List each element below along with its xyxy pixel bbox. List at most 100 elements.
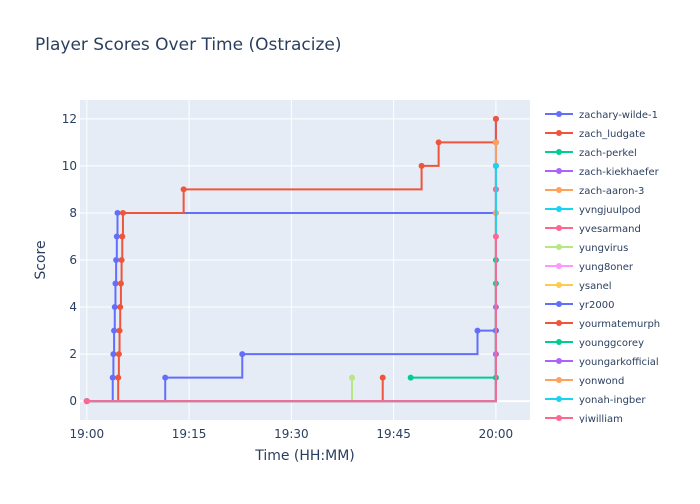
x-axis-label: Time (HH:MM) [254,448,355,464]
legend-label: zach_ludgate [579,129,645,140]
x-tick-label: 19:00 [70,427,105,441]
y-tick-label: 10 [62,159,77,173]
data-point [113,257,120,263]
data-point [117,280,124,287]
legend-marker [556,339,562,345]
legend-label: yr2000 [579,300,614,311]
data-point [407,374,414,381]
data-point [112,280,119,287]
legend-marker [556,377,562,383]
legend-label: yonah-ingber [579,395,646,406]
data-point [492,139,499,146]
legend-marker [556,415,562,421]
series-line [86,236,497,403]
legend-marker [556,111,562,117]
legend-marker [556,282,562,288]
x-tick-label: 19:45 [376,427,411,441]
legend-item[interactable]: yr2000 [545,300,614,311]
legend-label: yourmatemurph [579,319,660,330]
legend-label: zachary-wilde-1 [579,110,658,121]
y-tick-label: 12 [62,112,77,126]
data-point [111,304,118,311]
series-layer [83,115,499,405]
legend-label: yonwond [579,376,624,387]
data-point [117,304,124,311]
data-point [115,351,122,358]
series-yiwilliam [83,233,499,405]
y-tick-label: 6 [69,253,77,267]
legend-label: yvesarmand [579,224,641,235]
legend-label: ysanel [579,281,612,292]
data-point [418,162,425,169]
data-point [111,327,118,334]
legend-label: zach-aaron-3 [579,186,644,197]
data-point [109,374,116,381]
legend-marker [556,149,562,155]
legend-marker [556,225,562,231]
legend-label: zach-perkel [579,148,637,159]
x-tick-label: 19:30 [274,427,309,441]
series-line [86,329,496,403]
legend-label: zach-kiekhaefer [579,167,660,178]
legend-marker [556,320,562,326]
legend-item[interactable]: yonwond [545,376,624,387]
data-point [492,162,499,169]
legend-label: yungvirus [579,243,628,254]
legend-label: younggcorey [579,338,644,349]
data-point [162,374,169,381]
y-tick-label: 0 [69,394,77,408]
data-point [180,186,187,193]
legend-marker [556,358,562,364]
data-point [110,351,117,358]
legend-item[interactable]: yiwilliam [545,414,623,425]
legend-item[interactable]: zach-aaron-3 [545,186,644,197]
data-point [379,374,386,381]
data-point [349,374,356,381]
legend-label: yung8oner [579,262,634,273]
legend-label: yiwilliam [579,414,623,425]
legend-item[interactable]: yourmatemurph [545,319,660,330]
data-point [474,327,481,334]
y-axis-label: Score [33,240,49,279]
data-point [114,209,121,216]
y-tick-label: 2 [69,347,77,361]
legend-item[interactable]: yonah-ingber [545,395,646,406]
data-point [492,233,499,240]
data-point [83,398,90,405]
legend-item[interactable]: yvngjuulpod [545,205,641,216]
data-point [113,233,120,240]
data-point [492,115,499,122]
data-point [239,351,246,358]
legend-item[interactable]: yvesarmand [545,224,641,235]
data-point [435,139,442,146]
legend-marker [556,130,562,136]
legend-marker [556,168,562,174]
legend-marker [556,396,562,402]
legend-item[interactable]: zach_ludgate [545,129,645,140]
legend-marker [556,244,562,250]
chart-title: Player Scores Over Time (Ostracize) [35,35,342,55]
legend-label: youngarkofficial [579,357,659,368]
legend-item[interactable]: younggcorey [545,338,644,349]
legend-item[interactable]: youngarkofficial [545,357,659,368]
legend-item[interactable]: zach-kiekhaefer [545,167,660,178]
x-tick-label: 20:00 [479,427,514,441]
data-point [116,327,123,334]
data-point [115,374,122,381]
legend-item[interactable]: yung8oner [545,262,634,273]
legend-marker [556,206,562,212]
legend-items: zachary-wilde-1 zach_ludgate zach-perkel za… [545,110,660,425]
legend[interactable]: zachary-wilde-1 zach_ludgate zach-perkel za… [545,110,660,425]
legend-item[interactable]: yungvirus [545,243,628,254]
legend-marker [556,187,562,193]
legend-item[interactable]: ysanel [545,281,612,292]
data-point [119,233,126,240]
y-tick-label: 4 [69,300,77,314]
legend-marker [556,263,562,269]
data-point [119,209,126,216]
legend-item[interactable]: zach-perkel [545,148,637,159]
legend-marker [556,301,562,307]
legend-item[interactable]: zachary-wilde-1 [545,110,658,121]
